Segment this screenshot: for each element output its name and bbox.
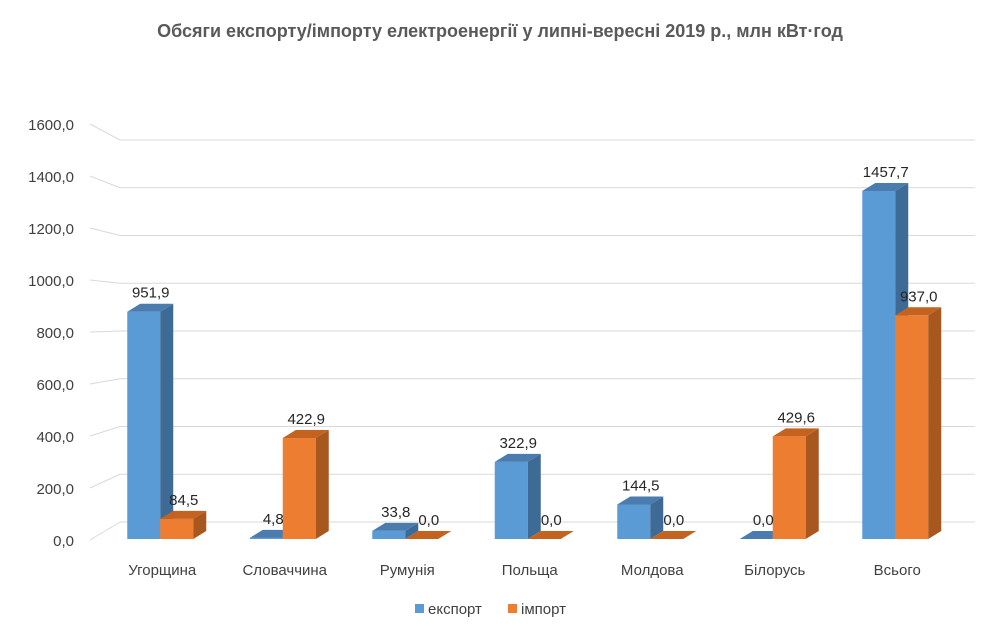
bar-side xyxy=(315,430,329,539)
x-tick-label: Словаччина xyxy=(242,562,327,579)
gridline-diagonal xyxy=(89,330,121,333)
bar-front xyxy=(895,315,929,539)
y-tick-label: 1400,0 xyxy=(28,169,74,186)
legend-swatch-import xyxy=(508,604,517,613)
x-tick-label: Польща xyxy=(502,562,559,579)
bar-front xyxy=(772,436,806,539)
legend: експорт імпорт xyxy=(415,601,566,618)
y-tick-label: 200,0 xyxy=(36,481,74,498)
bar-top xyxy=(772,428,819,437)
bar-import xyxy=(772,428,819,539)
bar-front xyxy=(282,438,316,539)
x-tick-label: Молдова xyxy=(621,562,684,579)
bar-top xyxy=(527,531,574,539)
bar-top xyxy=(282,430,329,439)
bar-export xyxy=(862,182,909,539)
bar-side xyxy=(650,496,664,539)
bar-import xyxy=(527,531,574,539)
data-label: 322,9 xyxy=(499,435,537,452)
gridline-diagonal xyxy=(89,123,121,141)
bar-top xyxy=(494,453,541,462)
gridline-diagonal xyxy=(89,426,121,437)
y-axis: 0,0 200,0 400,0 600,0 800,0 1000,0 1200,0 1400,… xyxy=(28,117,74,550)
y-tick-label: 1000,0 xyxy=(28,273,74,290)
bar-top xyxy=(127,303,174,312)
y-tick-label: 400,0 xyxy=(36,429,74,446)
chart-title: Обсяги експорту/імпорту електроенергії у… xyxy=(157,21,843,41)
bar-import xyxy=(895,307,942,539)
bar-export xyxy=(127,303,174,539)
bar-import xyxy=(282,430,329,539)
y-tick-label: 0,0 xyxy=(53,533,74,550)
y-tick-label: 600,0 xyxy=(36,377,74,394)
bar-side xyxy=(193,510,207,539)
data-label: 429,6 xyxy=(777,409,815,426)
bar-top xyxy=(617,496,664,505)
bar-side xyxy=(405,522,419,539)
bar-top xyxy=(862,182,909,191)
data-label: 951,9 xyxy=(132,285,170,302)
y-tick-label: 1200,0 xyxy=(28,221,74,238)
data-label: 0,0 xyxy=(753,512,774,529)
bar-top xyxy=(650,531,697,539)
y-tick-label: 800,0 xyxy=(36,325,74,342)
legend-swatch-export xyxy=(415,604,424,613)
data-label: 422,9 xyxy=(287,411,325,428)
x-tick-label: Угорщина xyxy=(128,562,197,579)
bar-top xyxy=(895,307,942,316)
x-axis: Угорщина Словаччина Румунія Польща Молдова Бі… xyxy=(128,562,921,579)
data-label: 144,5 xyxy=(622,478,660,495)
legend-label-import: імпорт xyxy=(521,601,566,618)
bar-side xyxy=(527,453,541,539)
bar-front xyxy=(127,311,161,539)
x-tick-label: Румунія xyxy=(380,562,435,579)
bar-import xyxy=(160,510,207,539)
data-label: 4,8 xyxy=(263,511,284,528)
data-label: 0,0 xyxy=(418,512,439,529)
bar-front xyxy=(617,504,651,539)
gridline-diagonal xyxy=(89,378,121,385)
x-tick-label: Білорусь xyxy=(744,562,805,579)
bar-side xyxy=(160,303,174,539)
bar-export xyxy=(617,496,664,539)
bar-export xyxy=(372,522,419,539)
bar-side xyxy=(805,428,819,539)
data-label: 937,0 xyxy=(900,288,938,305)
bar-side xyxy=(928,307,942,539)
gridline-diagonal xyxy=(89,473,121,489)
y-tick-label: 1600,0 xyxy=(28,117,74,134)
x-tick-label: Всього xyxy=(874,562,921,579)
bar-top xyxy=(405,531,452,539)
bar-front xyxy=(862,190,896,539)
bar-front xyxy=(249,537,283,539)
bar-export xyxy=(494,453,541,539)
data-label: 0,0 xyxy=(663,512,684,529)
bars xyxy=(127,182,942,539)
data-label: 84,5 xyxy=(169,492,198,509)
grid xyxy=(89,123,975,541)
bar-front xyxy=(372,530,406,539)
data-label: 1457,7 xyxy=(863,164,909,181)
data-label: 0,0 xyxy=(541,512,562,529)
bar-import xyxy=(405,531,452,539)
bar-import xyxy=(650,531,697,539)
gridline-diagonal xyxy=(89,279,121,284)
gridline-diagonal xyxy=(89,227,121,236)
bar-front xyxy=(494,461,528,539)
bar-top xyxy=(372,522,419,531)
bar-front xyxy=(160,518,194,539)
gridline-diagonal xyxy=(89,175,121,189)
legend-label-export: експорт xyxy=(428,601,482,618)
gridline-diagonal xyxy=(89,521,121,541)
bar-top xyxy=(160,510,207,519)
data-label: 33,8 xyxy=(381,504,410,521)
